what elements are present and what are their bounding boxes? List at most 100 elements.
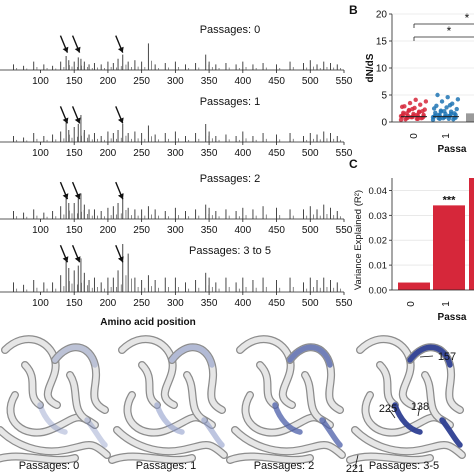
x-tick-label-1-6: 400: [234, 148, 251, 159]
plot-title-2: Passages: 2: [200, 173, 261, 185]
panel-b-point-0-16: [418, 102, 423, 107]
x-tick-label-2-9: 550: [336, 225, 353, 236]
x-tick-label-1-1: 150: [66, 148, 83, 159]
arrow-head-0-0: [62, 46, 69, 53]
arrow-head-3-1: [74, 256, 81, 263]
panel-c-bar-2: [469, 178, 474, 290]
highlight-1-2: [201, 417, 225, 448]
tube-2-3: [232, 427, 345, 458]
x-tick-label-0-8: 500: [302, 76, 319, 87]
x-tick-label-3-9: 550: [336, 298, 353, 309]
panel-b-point-1-17: [439, 99, 445, 104]
x-tick-label-3-3: 250: [133, 298, 150, 309]
highlight-1-0: [169, 344, 215, 368]
x-tick-label-1-2: 200: [100, 148, 117, 159]
panel-b-point-0-25: [404, 111, 409, 116]
arrow-head-3-0: [62, 256, 69, 263]
arrow-head-1-0: [62, 117, 69, 124]
structure-caption-3: Passages: 3-5: [369, 460, 439, 472]
panel-b-y-tick-label-2: 10: [376, 64, 388, 75]
panel-b-x-axis-label: Passa: [438, 144, 467, 155]
panel-b-point-0-29: [415, 116, 421, 121]
x-tick-label-3-8: 500: [302, 298, 319, 309]
panel-b-dnds-plot: dN/dS 0 5 10 15 20 * * 0 1 Passa: [365, 10, 474, 155]
tube-1-3: [114, 427, 227, 458]
residue-label-157: 157: [438, 351, 456, 363]
tube-0-4: [22, 362, 43, 408]
panel-c-y-axis-label: Variance Explained (R²): [353, 190, 364, 290]
plot-title-3: Passages: 3 to 5: [189, 245, 271, 257]
panel-b-point-0-17: [407, 100, 413, 106]
panel-b-point-0-19: [413, 97, 418, 103]
arrow-head-2-2: [117, 193, 124, 200]
x-tick-label-2-0: 100: [32, 225, 49, 236]
x-tick-label-2-2: 200: [100, 225, 117, 236]
x-tick-label-0-2: 200: [100, 76, 117, 87]
highlight-1-1: [154, 402, 185, 435]
panel-c-significance: ***: [443, 194, 457, 206]
residue-label-221: 221: [346, 463, 364, 474]
panel-b-point-0-18: [423, 99, 429, 104]
highlight-0-1: [37, 402, 68, 435]
panel-b-third-group: [466, 113, 474, 122]
panel-b-point-0-27: [410, 106, 415, 112]
x-tick-label-3-0: 100: [32, 298, 49, 309]
panel-c-label: C: [349, 157, 358, 171]
tube-1-6: [109, 453, 195, 463]
highlight-2-0: [287, 344, 333, 368]
x-tick-label-1-8: 500: [302, 148, 319, 159]
highlight-0-0: [52, 344, 98, 368]
panel-b-point-0-35: [406, 107, 412, 113]
panel-b-point-1-27: [442, 109, 447, 114]
panel-d-protein-structures: Passages: 0 Passages: 1 Passages: 2 Passage…: [0, 335, 466, 474]
panel-b-point-1-25: [436, 112, 441, 118]
arrow-head-0-1: [74, 46, 81, 53]
x-tick-label-1-0: 100: [32, 148, 49, 159]
x-tick-label-1-3: 250: [133, 148, 150, 159]
panel-b-point-1-14: [444, 105, 449, 110]
tube-1-4: [139, 362, 160, 408]
x-tick-label-3-4: 300: [167, 298, 184, 309]
x-tick-label-2-7: 450: [268, 225, 285, 236]
highlight-3-2: [439, 417, 463, 448]
panel-c-variance-plot: Variance Explained (R²) 0.00 0.01 0.02 0.03 0…: [353, 178, 474, 323]
panel-a-x-axis-label: Amino acid position: [100, 317, 196, 328]
highlight-3-0: [407, 344, 453, 368]
structure-caption-0: Passages: 0: [19, 460, 80, 472]
tube-2-5: [302, 372, 325, 423]
x-tick-label-1-7: 450: [268, 148, 285, 159]
panel-b-x-tick-label-1: 1: [441, 133, 452, 139]
x-tick-label-3-6: 400: [234, 298, 251, 309]
residue-leader-157: [419, 355, 434, 358]
panel-b-point-0-34: [416, 110, 422, 115]
x-tick-label-3-1: 150: [66, 298, 83, 309]
panel-b-point-1-29: [447, 103, 453, 108]
x-tick-label-0-3: 250: [133, 76, 150, 87]
residue-leader-138: [417, 405, 421, 417]
residue-label-225: 225: [379, 403, 397, 415]
structure-0: Passages: 0: [0, 335, 111, 472]
x-tick-label-1-4: 300: [167, 148, 184, 159]
x-tick-label-0-5: 350: [201, 76, 218, 87]
highlight-3-1: [392, 402, 423, 435]
x-tick-label-0-7: 450: [268, 76, 285, 87]
panel-c-x-tick-label-1: 1: [441, 301, 452, 307]
panel-b-point-1-35: [438, 109, 444, 114]
panel-b-sig-0: *: [465, 11, 470, 25]
x-tick-label-0-4: 300: [167, 76, 184, 87]
x-tick-label-0-0: 100: [32, 76, 49, 87]
tube-0-5: [67, 372, 90, 423]
panel-b-point-1-28: [431, 106, 437, 111]
structure-caption-1: Passages: 1: [136, 460, 197, 472]
x-tick-label-1-5: 350: [201, 148, 218, 159]
residue-label-138: 138: [411, 401, 429, 413]
arrow-head-3-2: [117, 256, 124, 263]
plot-title-0: Passages: 0: [200, 24, 261, 36]
tube-0-3: [0, 427, 110, 458]
panel-b-y-axis-label: dN/dS: [365, 53, 376, 82]
tube-0-2: [52, 344, 108, 413]
plot-title-1: Passages: 1: [200, 96, 261, 108]
panel-c-bar-1: [433, 205, 465, 290]
panel-b-label: B: [349, 3, 358, 17]
